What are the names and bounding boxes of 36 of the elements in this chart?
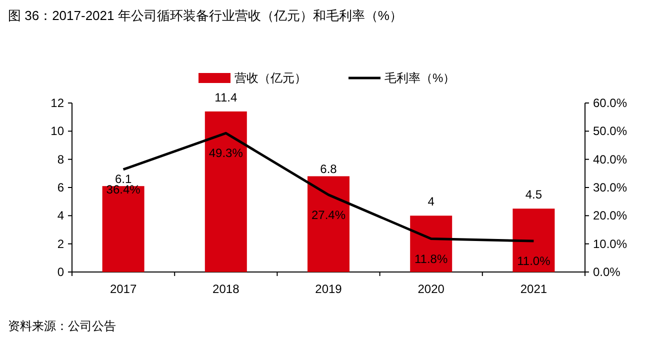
legend-label: 营收（亿元） [234,71,306,85]
y2-tick-label: 10.0% [593,236,628,251]
text: 资料来源：公司公告 [8,319,116,333]
bar [308,176,350,272]
x-tick-label: 2021 [520,282,548,296]
y2-tick-label: 0.0% [593,265,621,279]
y-tick-label: 8 [57,152,64,166]
y-tick-label: 4 [57,208,64,223]
data-label: 11.8% [414,252,448,266]
bar [102,186,144,272]
x-tick-label: 2019 [315,282,342,296]
y-tick-label: 0 [57,265,64,279]
y-tick-label: 12 [50,96,64,110]
y-tick-label: 6 [57,180,64,194]
data-label: 6.8 [320,162,338,176]
x-tick-label: 2020 [418,282,445,296]
bar [204,111,247,272]
data-label: 11.4 [214,90,238,104]
bar [512,208,555,272]
y2-tick-label: 30.0% [593,180,628,194]
x-tick-label: 2017 [110,282,137,296]
chart-title: 图 36：2017-2021 年公司循环装备行业营收（亿元）和毛利率（%） [8,8,402,23]
data-label: 27.4% [311,208,346,222]
bar [410,216,452,272]
legend-label: 毛利率（%） [384,71,456,85]
y2-tick-label: 20.0% [593,208,628,223]
y2-tick-label: 50.0% [593,124,628,138]
data-label: 4 [428,194,435,209]
data-label: 4.5 [525,188,542,202]
y-tick-label: 10 [50,124,64,138]
y2-tick-label: 40.0% [593,152,628,166]
x-tick-label: 2018 [212,282,240,296]
data-label: 11.0% [517,254,551,268]
y-tick-label: 2 [57,236,64,251]
data-label: 49.3% [208,146,244,160]
y2-tick-label: 60.0% [593,96,628,110]
